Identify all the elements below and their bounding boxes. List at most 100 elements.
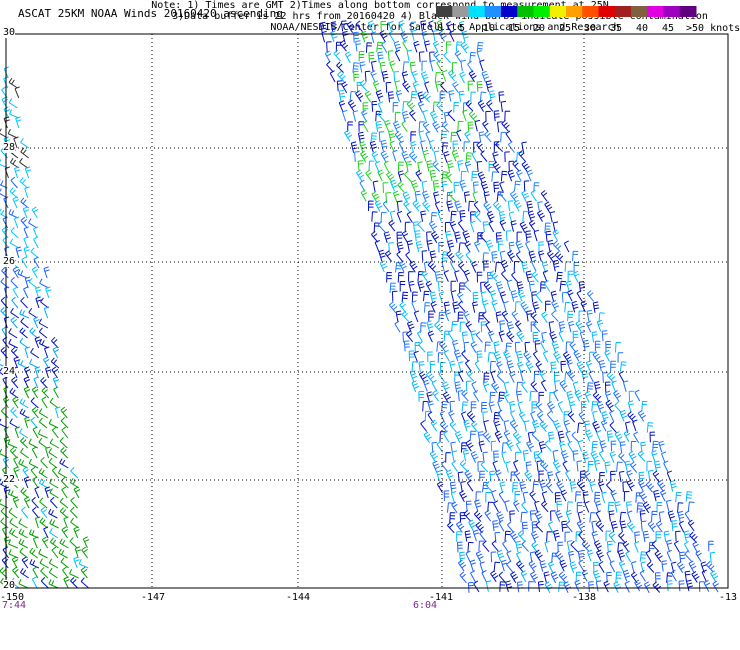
legend-swatch (582, 6, 599, 17)
wind-barb (378, 249, 386, 262)
wind-barb (19, 327, 28, 339)
wind-barb (506, 550, 512, 563)
wind-barb (511, 310, 519, 322)
wind-barb (656, 502, 663, 513)
wind-barb (385, 81, 392, 93)
wind-barb (528, 280, 535, 292)
wind-barb (543, 280, 551, 292)
wind-barb (19, 547, 29, 559)
wind-barb (493, 450, 500, 462)
legend-label: 10 (483, 23, 495, 34)
wind-barb (463, 141, 470, 152)
y-tick-label: 20 (3, 580, 16, 591)
legend-swatch (679, 6, 697, 17)
wind-barb (655, 520, 663, 533)
wind-barb (29, 327, 38, 339)
wind-barb (661, 560, 668, 572)
wind-barb (546, 410, 555, 423)
wind-barb (40, 376, 48, 389)
wind-barb (371, 151, 379, 164)
wind-barb (547, 521, 554, 534)
wind-barb (466, 410, 476, 423)
wind-barb (553, 350, 562, 363)
wind-barb (330, 30, 338, 43)
wind-barb (336, 61, 344, 73)
wind-barb (630, 440, 637, 452)
wind-barb (499, 581, 506, 592)
wind-barb (514, 180, 521, 192)
wind-barb (406, 49, 413, 62)
wind-barb (80, 566, 88, 579)
wind-barb (554, 492, 561, 503)
wind-barb (402, 191, 411, 204)
wind-barb (438, 311, 445, 323)
wind-barb (685, 491, 693, 502)
wind-barb (569, 341, 577, 353)
wind-barb (496, 511, 504, 524)
wind-barb (609, 451, 617, 464)
wind-barb (470, 330, 477, 342)
wind-barb (512, 482, 519, 493)
wind-barb (461, 349, 469, 362)
wind-barb (13, 466, 20, 479)
wind-barb (608, 510, 615, 522)
wind-barb (458, 300, 466, 313)
wind-barb (451, 62, 458, 73)
wind-barb (550, 361, 557, 373)
wind-barb (480, 460, 489, 473)
wind-barb (51, 336, 59, 349)
wind-barb (568, 320, 575, 333)
wind-barb (489, 290, 497, 302)
wind-barb (12, 286, 19, 299)
wind-barb (492, 161, 501, 174)
wind-barb (9, 418, 19, 429)
wind-barb (80, 577, 90, 589)
wind-barb (63, 516, 69, 529)
wind-barb (516, 581, 524, 593)
wind-barb (400, 30, 409, 43)
wind-barb (464, 240, 471, 253)
wind-barb (461, 331, 468, 343)
wind-barb (326, 60, 334, 73)
wind-barb (429, 291, 437, 304)
wind-barb (20, 138, 30, 149)
wind-barb (38, 437, 48, 449)
wind-barb (360, 189, 368, 202)
wind-barb (619, 409, 628, 422)
wind-barb (401, 310, 410, 323)
wind-barb (459, 71, 466, 84)
wind-barb (497, 409, 504, 422)
wind-barb (350, 141, 358, 153)
wind-barb (482, 431, 492, 443)
wind-barb (469, 430, 476, 442)
wind-barb (1, 556, 9, 569)
wind-barb (411, 380, 420, 393)
wind-barb (402, 331, 408, 343)
wind-barb (421, 270, 429, 283)
wind-barb (371, 230, 379, 243)
wind-barb (488, 220, 495, 233)
wind-barb (489, 391, 496, 403)
wind-barb (397, 272, 404, 283)
wind-barb (474, 360, 481, 373)
wind-barb (430, 301, 437, 313)
wind-barb (483, 281, 492, 294)
wind-barb (473, 201, 481, 213)
wind-barb (529, 490, 537, 503)
wind-barb (521, 261, 529, 273)
wind-barb (3, 426, 10, 439)
wind-barb (38, 408, 49, 419)
wind-barb (524, 341, 530, 353)
wind-barb (48, 448, 58, 459)
wind-barb (457, 541, 463, 553)
wind-barb (424, 410, 431, 422)
wind-barb (33, 316, 40, 329)
wind-barb (20, 447, 29, 459)
wind-barb (347, 99, 357, 112)
wind-barb (520, 301, 529, 314)
wind-barb (465, 152, 472, 163)
wind-barb (10, 277, 19, 289)
wind-barb (388, 20, 394, 33)
wind-barb (651, 540, 660, 552)
wind-barb (583, 470, 591, 483)
